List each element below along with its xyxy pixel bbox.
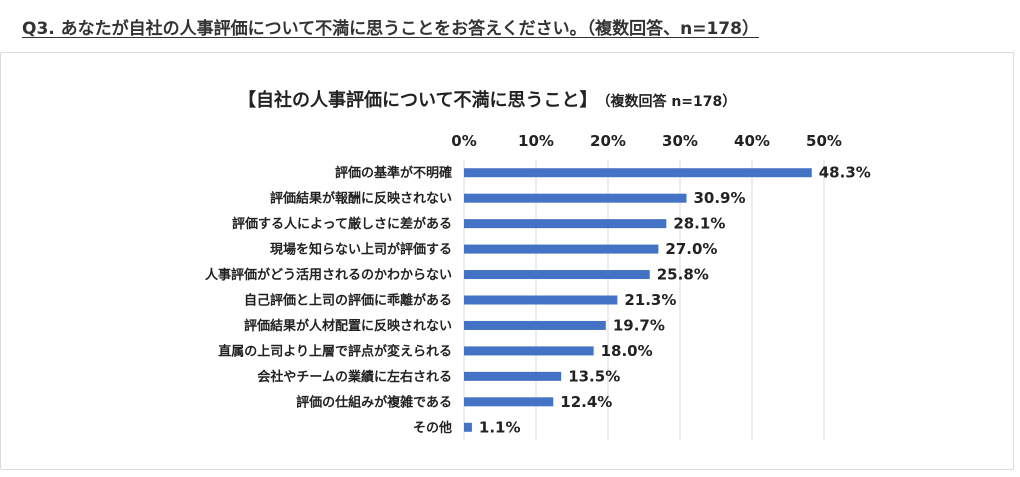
category-label: 評価の基準が不明確 [335,165,452,181]
x-tick-label: 30% [662,132,698,150]
chart-title: 【自社の人事評価について不満に思うこと】 [238,90,598,111]
category-label: 会社やチームの業績に左右される [257,369,452,385]
category-label: 直属の上司より上層で評点が変えられる [218,343,452,359]
category-label: 評価結果が人材配置に反映されない [244,318,452,334]
category-label: 現場を知らない上司が評価する [270,242,452,258]
category-label: 評価結果が報酬に反映されない [270,191,452,207]
bar [464,270,650,280]
x-tick-label: 20% [590,132,626,150]
value-label: 13.5% [568,367,620,385]
category-label: 評価する人によって厳しさに差がある [232,216,452,232]
value-label: 19.7% [613,316,665,334]
bar [464,295,618,305]
value-label: 25.8% [657,266,709,284]
category-label: その他 [413,420,452,436]
x-tick-label: 10% [518,132,554,150]
bar [464,320,606,330]
x-tick-label: 0% [451,132,476,150]
bar [464,219,667,229]
bar [464,168,812,178]
value-label: 12.4% [560,393,612,411]
value-label: 28.1% [673,215,725,233]
value-label: 21.3% [624,291,676,309]
value-label: 48.3% [819,164,871,182]
bar [464,397,554,407]
category-label: 自己評価と上司の評価に乖離がある [244,293,452,309]
value-label: 30.9% [693,189,745,207]
question-heading: Q3. あなたが自社の人事評価について不満に思うことをお答えください。（複数回答… [22,19,759,39]
x-axis-ticks: 0% 10% 20% 30% 40% 50% [451,132,842,150]
category-label: 評価の仕組みが複雑である [296,394,452,410]
chart-subtitle: （複数回答 n=178） [603,94,737,110]
value-label: 27.0% [665,240,717,258]
bar [464,193,687,203]
value-labels: 48.3% 30.9% 28.1% 27.0% 25.8% 21.3% 19.7% 18.0%… [479,164,871,437]
value-label: 18.0% [601,342,653,360]
bar [464,371,562,381]
category-label: 人事評価がどう活用されるのかわからない [205,267,452,283]
category-labels: 評価の基準が不明確評価結果が報酬に反映されない評価する人によって厳しさに差がある… [205,165,452,436]
x-tick-label: 40% [734,132,770,150]
bars [464,168,812,432]
chart-title-block: 【自社の人事評価について不満に思うこと】 （複数回答 n=178） [238,86,736,112]
bar [464,244,659,254]
bar [464,346,594,356]
bar [464,422,472,432]
value-label: 1.1% [479,418,521,436]
x-tick-label: 50% [806,132,842,150]
